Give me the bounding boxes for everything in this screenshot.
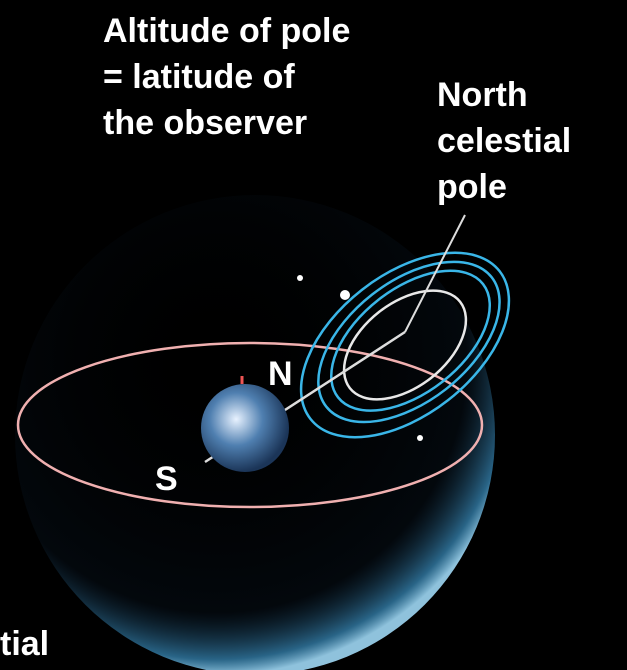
leader-line <box>404 214 466 333</box>
annotation: Altitude of pole <box>103 12 350 50</box>
star <box>417 435 423 441</box>
trail <box>317 260 501 424</box>
annotation: = latitude of <box>103 58 295 96</box>
annotation: North <box>437 76 528 114</box>
trail <box>299 251 511 439</box>
cut-off-label: tial <box>0 625 49 663</box>
north-label: N <box>268 355 293 393</box>
star <box>297 275 303 281</box>
star <box>340 290 350 300</box>
earth <box>201 384 289 472</box>
trail <box>342 289 468 401</box>
trail <box>330 269 492 412</box>
star-trails <box>299 251 511 439</box>
annotation: pole <box>437 168 507 206</box>
south-label: S <box>155 460 178 498</box>
horizon <box>16 341 484 509</box>
annotation: celestial <box>437 122 571 160</box>
annotation: the observer <box>103 104 307 142</box>
